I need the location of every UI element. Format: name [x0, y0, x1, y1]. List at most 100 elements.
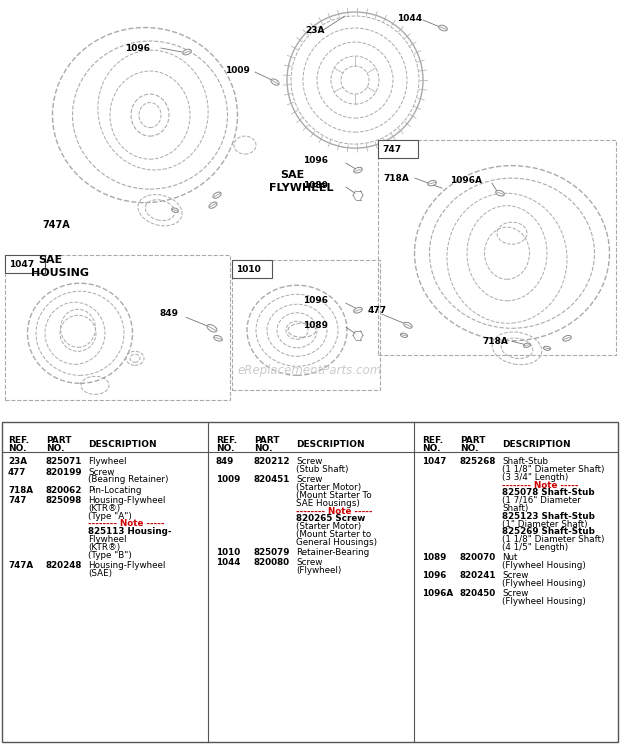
Text: 825098: 825098	[46, 496, 82, 505]
Text: Shaft-Stub: Shaft-Stub	[502, 458, 548, 466]
Text: 477: 477	[368, 306, 387, 315]
Ellipse shape	[271, 79, 279, 86]
Text: 477: 477	[8, 468, 27, 477]
Text: 825079: 825079	[254, 548, 290, 557]
Text: 718A: 718A	[482, 337, 508, 346]
Text: NO.: NO.	[216, 444, 234, 453]
Text: Screw: Screw	[296, 558, 322, 568]
Text: Screw: Screw	[296, 475, 322, 484]
Text: (Mount Starter to: (Mount Starter to	[296, 530, 371, 539]
Text: 747A: 747A	[8, 561, 33, 570]
Text: HOUSING: HOUSING	[31, 269, 89, 278]
Text: 23A: 23A	[8, 458, 27, 466]
Bar	[5, 255, 45, 273]
Text: 825269 Shaft-Stub: 825269 Shaft-Stub	[502, 527, 595, 536]
Text: (Flywheel): (Flywheel)	[296, 566, 342, 575]
Ellipse shape	[401, 333, 407, 338]
Text: SAE: SAE	[38, 255, 62, 265]
Text: 1096: 1096	[125, 44, 150, 53]
Text: 849: 849	[160, 309, 179, 318]
Text: 1009: 1009	[216, 475, 241, 484]
Text: (1 7/16" Diameter: (1 7/16" Diameter	[502, 496, 581, 505]
Text: 23A: 23A	[305, 25, 324, 34]
Text: NO.: NO.	[8, 444, 27, 453]
Text: (Stub Shaft): (Stub Shaft)	[296, 465, 348, 474]
Text: Shaft): Shaft)	[502, 504, 528, 513]
Text: 1047: 1047	[9, 260, 34, 269]
Text: (Bearing Retainer): (Bearing Retainer)	[88, 475, 169, 484]
Text: (1 1/8" Diameter Shaft): (1 1/8" Diameter Shaft)	[502, 535, 604, 544]
Ellipse shape	[439, 25, 447, 31]
Text: 1044: 1044	[216, 558, 241, 568]
Ellipse shape	[495, 190, 504, 196]
Ellipse shape	[428, 181, 436, 186]
Ellipse shape	[523, 343, 531, 347]
Text: (Flywheel Housing): (Flywheel Housing)	[502, 561, 586, 570]
Text: 747A: 747A	[42, 220, 69, 230]
Text: PART: PART	[254, 436, 280, 445]
Text: Flywheel: Flywheel	[88, 535, 126, 544]
Ellipse shape	[183, 49, 192, 55]
Text: 1010: 1010	[236, 265, 261, 274]
Bar	[378, 140, 418, 158]
Text: Retainer-Bearing: Retainer-Bearing	[296, 548, 370, 557]
Ellipse shape	[353, 167, 362, 173]
Text: 825078 Shaft-Stub: 825078 Shaft-Stub	[502, 489, 595, 498]
Ellipse shape	[544, 346, 551, 350]
Text: (1 1/8" Diameter Shaft): (1 1/8" Diameter Shaft)	[502, 465, 604, 474]
Text: 1096: 1096	[422, 571, 446, 580]
Text: -------- Note -----: -------- Note -----	[502, 481, 578, 490]
Text: 820062: 820062	[46, 486, 82, 495]
Text: (SAE): (SAE)	[88, 568, 112, 577]
Ellipse shape	[353, 307, 362, 313]
Text: -------- Note -----: -------- Note -----	[88, 519, 164, 528]
Ellipse shape	[209, 202, 217, 208]
Text: 747: 747	[382, 144, 401, 153]
Bar	[5, 255, 230, 400]
Text: 820450: 820450	[460, 589, 496, 598]
Text: Housing-Flywheel: Housing-Flywheel	[88, 496, 166, 505]
Text: 820212: 820212	[254, 458, 291, 466]
Text: 825268: 825268	[460, 458, 497, 466]
Text: 1047: 1047	[422, 458, 446, 466]
Bar	[378, 140, 616, 356]
Text: Screw: Screw	[502, 571, 528, 580]
Text: 820451: 820451	[254, 475, 290, 484]
Text: 820241: 820241	[460, 571, 497, 580]
Text: 1096: 1096	[303, 296, 328, 305]
Text: eReplacementParts.com: eReplacementParts.com	[238, 364, 382, 376]
Text: 825123 Shaft-Stub: 825123 Shaft-Stub	[502, 512, 595, 521]
Text: 849: 849	[216, 458, 234, 466]
Text: (Type "A"): (Type "A")	[88, 512, 132, 521]
Text: (1" Diameter Shaft): (1" Diameter Shaft)	[502, 519, 588, 529]
Text: 1096A: 1096A	[450, 176, 482, 185]
Text: 1009: 1009	[225, 65, 250, 74]
Text: 825113 Housing-: 825113 Housing-	[88, 527, 172, 536]
Bar	[232, 260, 272, 278]
Text: Flywheel: Flywheel	[88, 458, 126, 466]
Text: 747: 747	[8, 496, 27, 505]
Text: 1096A: 1096A	[422, 589, 453, 598]
Text: REF.: REF.	[8, 436, 29, 445]
Text: DESCRIPTION: DESCRIPTION	[502, 440, 570, 449]
Text: 718A: 718A	[383, 173, 409, 183]
Text: Housing-Flywheel: Housing-Flywheel	[88, 561, 166, 570]
Text: PART: PART	[46, 436, 71, 445]
Text: NO.: NO.	[460, 444, 479, 453]
Text: (KTR®): (KTR®)	[88, 504, 120, 513]
Text: 1044: 1044	[397, 13, 422, 22]
Text: SAE Housings): SAE Housings)	[296, 498, 360, 507]
Text: 820248: 820248	[46, 561, 82, 570]
Text: NO.: NO.	[422, 444, 440, 453]
Text: -------- Note -----: -------- Note -----	[296, 507, 373, 516]
Text: (Flywheel Housing): (Flywheel Housing)	[502, 597, 586, 606]
Ellipse shape	[207, 324, 217, 332]
Text: DESCRIPTION: DESCRIPTION	[296, 440, 365, 449]
Text: 1010: 1010	[216, 548, 241, 557]
Text: PART: PART	[460, 436, 485, 445]
Text: (Starter Motor): (Starter Motor)	[296, 522, 361, 531]
Text: 825071: 825071	[46, 458, 82, 466]
Text: Screw: Screw	[502, 589, 528, 598]
Text: DESCRIPTION: DESCRIPTION	[88, 440, 157, 449]
Text: 820070: 820070	[460, 554, 496, 562]
